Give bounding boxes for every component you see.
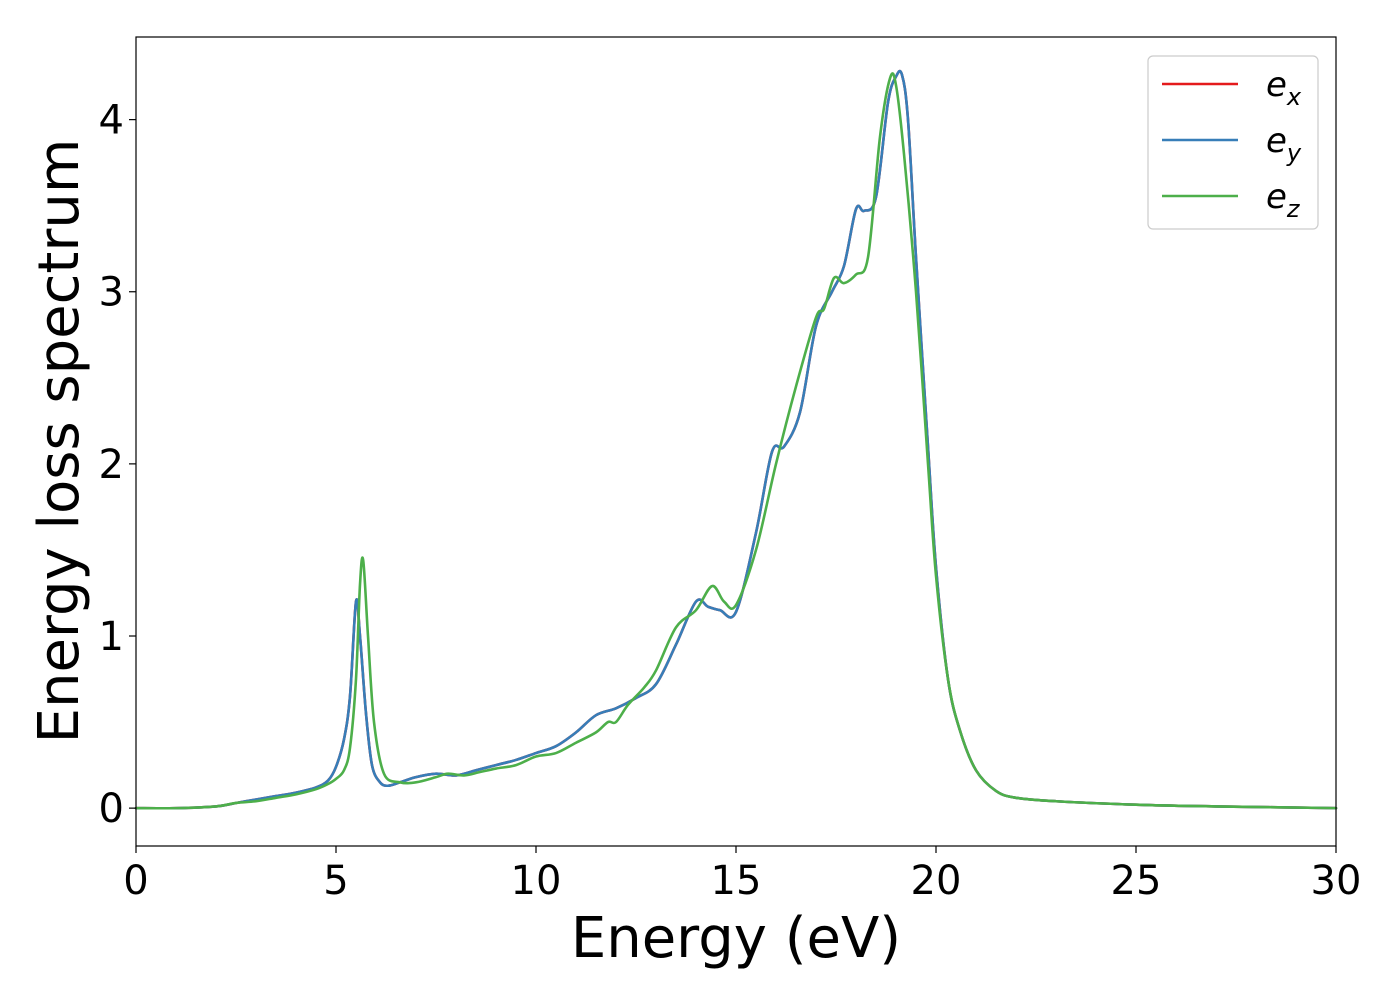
x-axis-label: Energy (eV) xyxy=(571,906,901,971)
legend-label-base: e xyxy=(1266,65,1287,105)
legend-label-base: e xyxy=(1266,177,1287,217)
legend-label: ez xyxy=(1266,177,1301,223)
x-axis: 0 5 10 15 20 25 30 xyxy=(123,846,1361,904)
x-tick-label: 15 xyxy=(711,858,762,904)
x-tick-label: 20 xyxy=(911,858,962,904)
legend-label: ex xyxy=(1266,65,1302,111)
x-tick-label: 5 xyxy=(323,858,348,904)
x-tick-label: 25 xyxy=(1111,858,1162,904)
y-tick-label: 2 xyxy=(99,442,124,488)
y-tick-label: 4 xyxy=(99,98,124,144)
y-axis-label: Energy loss spectrum xyxy=(27,139,92,744)
x-tick-label: 30 xyxy=(1311,858,1362,904)
legend-label-subscript: x xyxy=(1286,83,1302,111)
y-tick-label: 1 xyxy=(99,614,124,660)
x-tick-label: 10 xyxy=(511,858,562,904)
legend-label: ey xyxy=(1266,121,1302,167)
x-tick-label: 0 xyxy=(123,858,148,904)
plot-background xyxy=(136,37,1336,846)
series-layer xyxy=(134,69,1338,810)
series-line-e-z xyxy=(134,72,1338,810)
y-tick-label: 0 xyxy=(99,786,124,832)
legend-box xyxy=(1147,55,1319,230)
legend-label-subscript: z xyxy=(1286,195,1301,223)
y-axis: 0 1 2 3 4 xyxy=(99,98,136,832)
legend-label-subscript: y xyxy=(1286,139,1302,167)
y-tick-label: 3 xyxy=(99,270,124,316)
legend-label-base: e xyxy=(1266,121,1287,161)
